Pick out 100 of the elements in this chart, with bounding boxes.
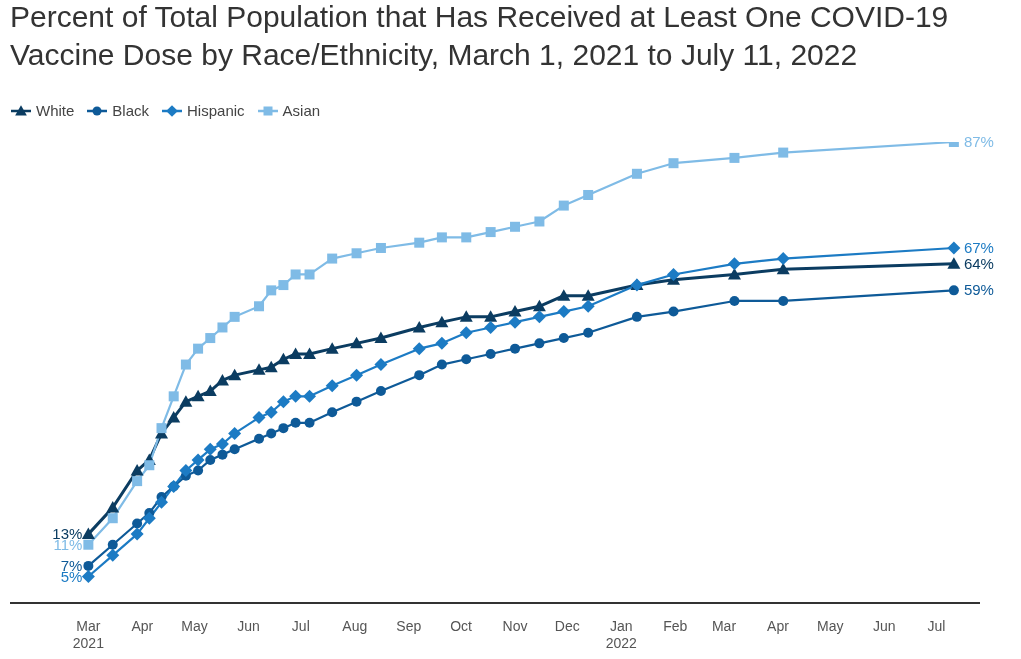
x-tick-label: Aug xyxy=(342,618,368,634)
point xyxy=(83,539,94,550)
point xyxy=(485,227,496,238)
point xyxy=(532,310,546,324)
x-tick-label: Oct xyxy=(450,618,473,634)
point xyxy=(327,407,338,418)
point xyxy=(215,437,229,451)
point xyxy=(325,379,339,393)
point xyxy=(229,444,240,455)
point xyxy=(191,389,205,402)
point xyxy=(947,241,961,255)
point xyxy=(557,289,571,301)
point xyxy=(276,352,290,365)
point xyxy=(278,280,289,291)
point xyxy=(461,232,472,243)
point xyxy=(327,253,338,264)
point xyxy=(217,449,228,460)
data-label: 87% xyxy=(963,133,994,150)
point xyxy=(264,405,278,419)
point xyxy=(304,269,315,280)
x-tick-label: Jan 2022 xyxy=(605,618,638,651)
point xyxy=(203,442,217,456)
point xyxy=(228,368,242,381)
point xyxy=(156,423,167,434)
point xyxy=(266,285,277,296)
point xyxy=(217,322,228,333)
point xyxy=(375,386,386,397)
point xyxy=(179,395,193,407)
data-label: 67% xyxy=(963,238,994,256)
x-tick-label: Mar 2021 xyxy=(72,618,105,651)
legend-label: Hispanic xyxy=(187,102,245,119)
x-tick-label: May xyxy=(817,618,844,634)
point xyxy=(668,158,679,169)
point xyxy=(252,411,266,425)
point xyxy=(631,168,642,179)
x-tick-label: Jul xyxy=(927,618,946,634)
point xyxy=(776,262,790,275)
x-tick-label: Feb xyxy=(663,618,688,634)
point xyxy=(484,320,498,334)
point xyxy=(510,343,521,354)
x-tick-label: Sep xyxy=(396,618,422,634)
legend-label: Asian xyxy=(282,102,321,119)
point xyxy=(414,237,425,248)
point xyxy=(107,539,118,550)
point xyxy=(667,267,680,281)
point xyxy=(81,570,95,584)
point xyxy=(290,417,301,428)
point xyxy=(168,391,179,402)
point xyxy=(303,389,317,403)
point xyxy=(228,426,242,440)
point xyxy=(289,389,303,403)
point xyxy=(374,331,388,344)
x-tick-label: Dec xyxy=(554,618,580,634)
point xyxy=(414,370,425,381)
x-tick-label: Jun xyxy=(237,618,260,634)
point xyxy=(484,310,498,322)
point xyxy=(205,454,216,465)
point xyxy=(557,305,571,319)
point xyxy=(325,342,339,354)
point xyxy=(130,527,144,541)
point xyxy=(264,360,278,373)
point xyxy=(436,359,447,370)
point xyxy=(303,347,317,359)
point xyxy=(375,242,386,253)
x-tick-label: Nov xyxy=(502,618,528,634)
point xyxy=(459,326,473,340)
point xyxy=(778,295,789,306)
point xyxy=(289,347,303,359)
point xyxy=(106,501,120,513)
point xyxy=(276,395,290,409)
legend-label: Black xyxy=(112,102,150,119)
point xyxy=(581,299,595,313)
x-tick-label: Jun xyxy=(872,618,896,634)
point xyxy=(191,453,205,467)
point xyxy=(581,289,595,301)
point xyxy=(107,513,118,524)
point xyxy=(254,301,265,312)
point xyxy=(132,518,143,529)
point xyxy=(583,327,594,338)
point xyxy=(508,305,522,317)
point xyxy=(351,396,362,407)
x-tick-label: Apr xyxy=(131,618,154,634)
point xyxy=(252,363,266,375)
point xyxy=(558,200,569,211)
point xyxy=(350,336,364,349)
point xyxy=(155,495,169,509)
point xyxy=(534,216,545,227)
point xyxy=(510,221,521,232)
chart-title: Percent of Total Population that Has Received at Least One COVID-19 Vaccine Dose by Race/Ethnicity, March 1, 2021 to July 11, 2022 xyxy=(10,0,950,73)
x-tick-label: Jul xyxy=(291,618,310,634)
point xyxy=(508,315,522,329)
point xyxy=(532,299,546,312)
point xyxy=(179,464,193,478)
point xyxy=(203,384,217,397)
point xyxy=(668,306,679,317)
point xyxy=(254,433,265,444)
point xyxy=(229,311,240,322)
data-label: 59% xyxy=(963,281,994,299)
x-tick-label: May xyxy=(181,618,208,634)
x-tick-label: Apr xyxy=(767,618,790,634)
